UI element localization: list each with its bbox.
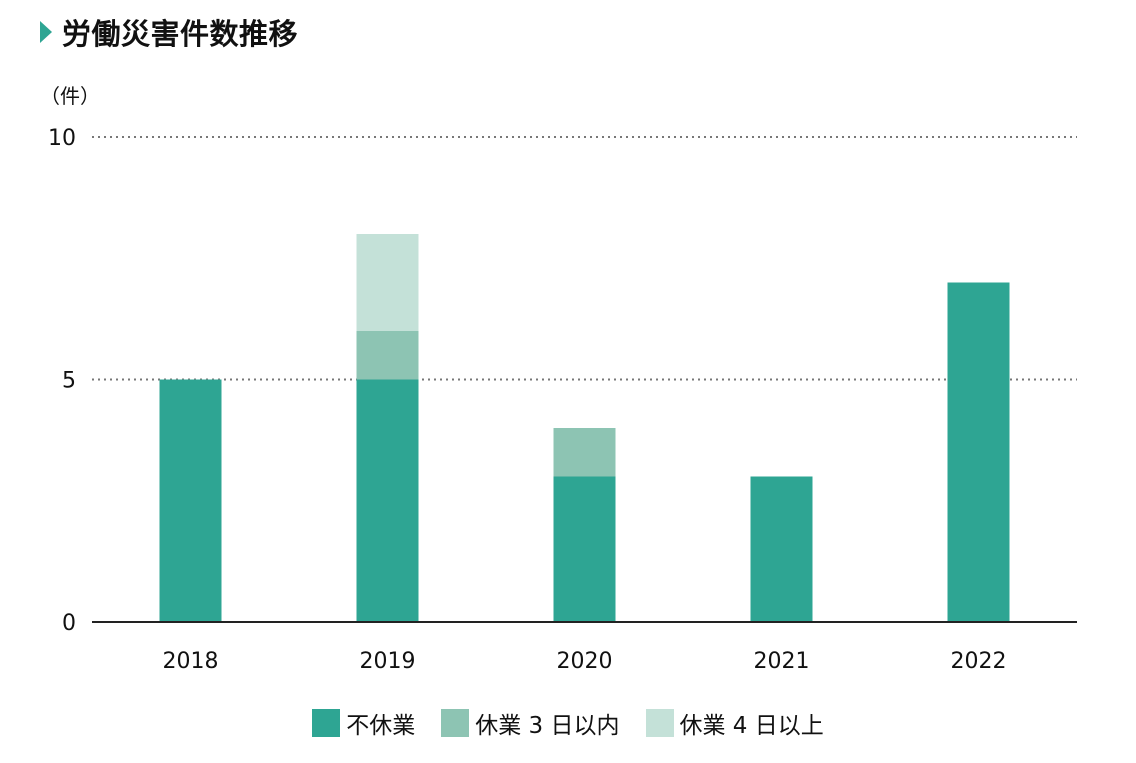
legend-item: 休業 3 日以内 [441, 706, 620, 740]
x-tick-label: 2022 [951, 649, 1007, 674]
legend-label: 休業 3 日以内 [475, 713, 620, 739]
title-marker-icon [40, 21, 52, 43]
bar-2021-series-0 [750, 476, 813, 622]
bar-2020-series-1 [553, 428, 616, 477]
bar-2018-series-0 [159, 379, 222, 622]
legend-item: 不休業 [312, 706, 415, 740]
y-tick-label: 5 [62, 369, 76, 394]
x-tick-label: 2021 [754, 649, 810, 674]
chart-legend: 不休業 休業 3 日以内 休業 4 日以上 [0, 706, 1136, 740]
legend-swatch [645, 709, 674, 737]
y-axis-unit-label: （件） [40, 84, 100, 108]
y-tick-label: 0 [62, 611, 76, 636]
bar-2019-series-2 [356, 234, 419, 331]
legend-label: 休業 4 日以上 [679, 713, 824, 739]
x-tick-label: 2018 [163, 649, 219, 674]
bar-2019-series-0 [356, 379, 419, 622]
bar-2022-series-0 [947, 282, 1010, 622]
legend-swatch [312, 709, 341, 737]
y-tick-label: 10 [48, 126, 76, 151]
x-tick-label: 2020 [557, 649, 613, 674]
chart-title: 労働災害件数推移 [62, 17, 299, 51]
legend-item: 休業 4 日以上 [645, 706, 824, 740]
bar-2020-series-0 [553, 476, 616, 622]
legend-label: 不休業 [346, 713, 416, 739]
x-tick-label: 2019 [360, 649, 416, 674]
legend-swatch [441, 709, 470, 737]
bar-2019-series-1 [356, 331, 419, 380]
chart-title-block: 労働災害件数推移 [40, 10, 298, 54]
